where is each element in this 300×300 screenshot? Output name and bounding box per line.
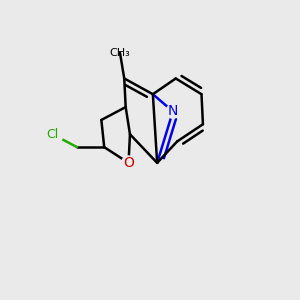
Circle shape	[42, 124, 63, 145]
Text: CH₃: CH₃	[110, 48, 130, 58]
Circle shape	[122, 156, 135, 170]
Circle shape	[166, 104, 180, 118]
Text: Cl: Cl	[46, 128, 59, 141]
Text: O: O	[123, 156, 134, 170]
Text: N: N	[168, 104, 178, 118]
